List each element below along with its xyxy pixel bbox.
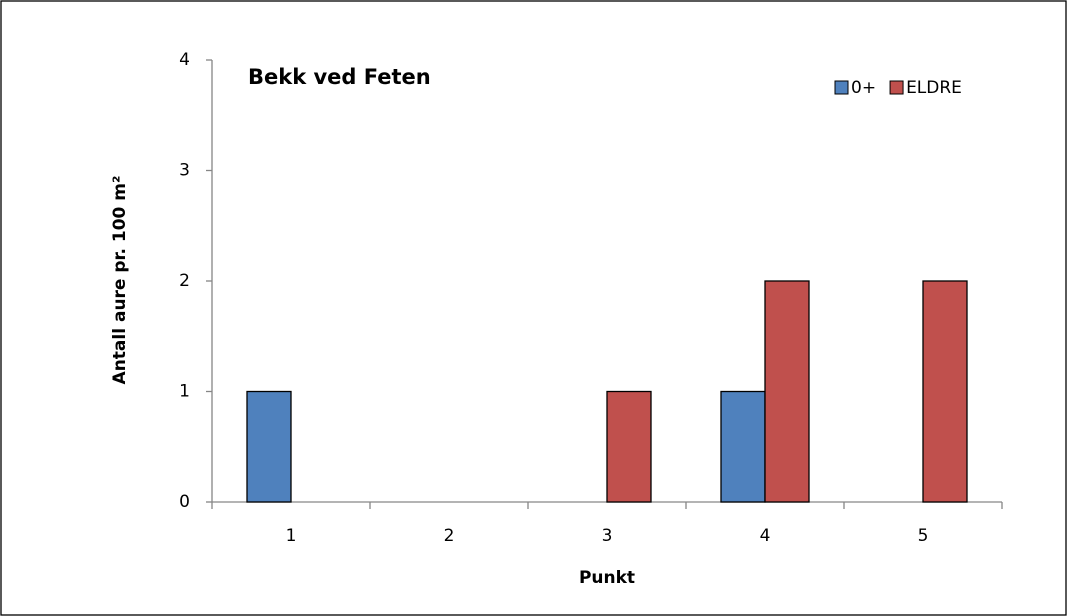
bar <box>922 280 968 503</box>
x-tick-label: 2 <box>444 526 455 546</box>
x-tick-label: 4 <box>760 526 771 546</box>
x-tick-label: 5 <box>918 526 929 546</box>
bar <box>246 390 292 503</box>
y-tick-label: 3 <box>179 161 190 181</box>
legend-swatch <box>889 80 904 95</box>
x-axis-label: Punkt <box>579 568 635 588</box>
legend-label: 0+ <box>851 78 876 98</box>
y-tick-label: 4 <box>179 50 190 70</box>
x-tick-label: 1 <box>286 526 297 546</box>
x-tick-label: 3 <box>602 526 613 546</box>
legend-swatch <box>834 80 849 95</box>
bar <box>764 280 810 503</box>
y-tick-label: 0 <box>179 492 190 512</box>
y-axis-label: Antall aure pr. 100 m² <box>110 176 130 385</box>
y-tick-label: 2 <box>179 271 190 291</box>
chart-title: Bekk ved Feten <box>248 65 431 89</box>
legend-label: ELDRE <box>906 78 962 98</box>
bar <box>606 390 652 503</box>
bar <box>720 390 766 503</box>
y-tick-label: 1 <box>179 382 190 402</box>
